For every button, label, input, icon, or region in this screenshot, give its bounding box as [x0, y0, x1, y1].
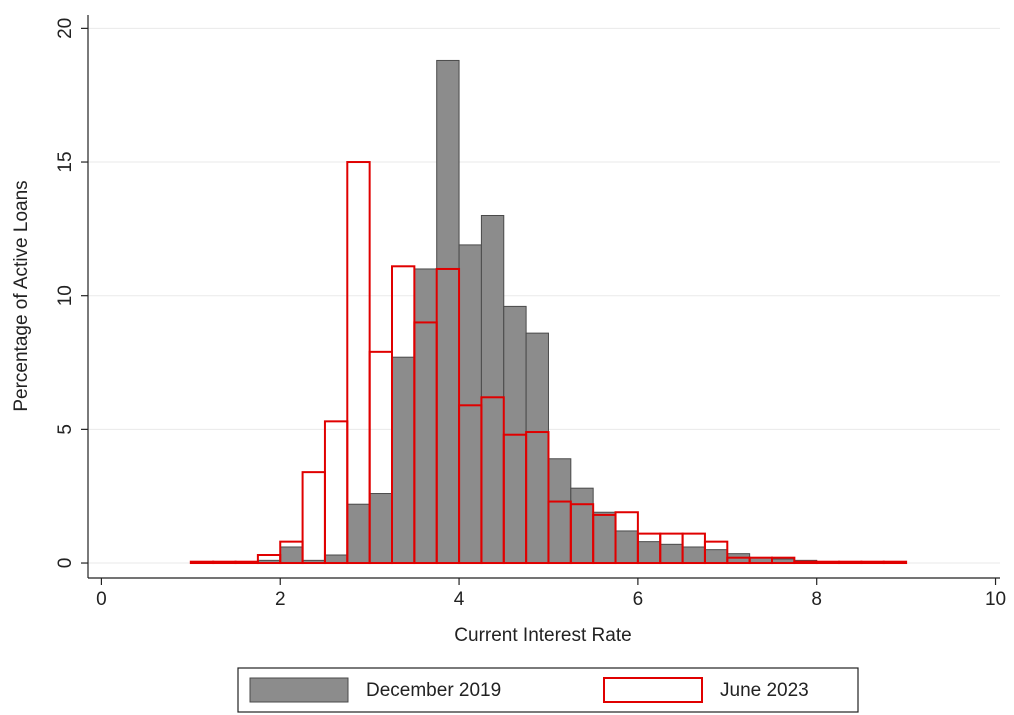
histogram-bar: [547, 458, 572, 564]
histogram-bar: [212, 560, 237, 565]
histogram-bar: [458, 244, 482, 564]
histogram-bar: [234, 560, 259, 565]
histogram-bar: [771, 556, 796, 565]
histogram-bar: [615, 530, 639, 564]
histogram-bar: [525, 332, 549, 564]
y-tick-label: 15: [55, 151, 76, 172]
histogram-bar: [369, 493, 393, 564]
histogram-bar: [413, 268, 438, 564]
legend-label: June 2023: [720, 680, 809, 701]
legend-swatch: [603, 677, 703, 703]
histogram-bar: [189, 560, 215, 565]
histogram-bar: [570, 487, 594, 564]
histogram-bar: [838, 560, 863, 565]
histogram-bar: [637, 541, 661, 564]
histogram-bar: [480, 214, 505, 564]
histogram-bar: [346, 161, 371, 565]
histogram-bar: [682, 546, 706, 564]
histogram-bar: [391, 356, 415, 564]
x-tick-label: 0: [96, 589, 107, 610]
histogram-bar: [704, 549, 728, 564]
y-axis-label: Percentage of Active Loans: [11, 180, 32, 411]
x-tick-label: 2: [275, 589, 286, 610]
histogram-bar: [703, 540, 729, 565]
x-tick-label: 4: [454, 589, 465, 610]
x-axis-label: Current Interest Rate: [454, 625, 631, 646]
histogram-bar: [793, 560, 818, 565]
histogram-bar: [659, 543, 684, 564]
y-tick-label: 20: [55, 18, 76, 39]
histogram-bar: [882, 560, 908, 565]
histogram-bar: [346, 503, 371, 564]
histogram-bar: [525, 431, 550, 565]
histogram-bar: [592, 511, 617, 564]
y-tick-label: 10: [55, 285, 76, 306]
histogram-bar: [279, 546, 304, 564]
x-tick-label: 10: [985, 589, 1006, 610]
histogram-bar: [323, 420, 349, 565]
y-tick-label: 0: [55, 558, 76, 569]
histogram-bar: [301, 471, 326, 565]
legend-label: December 2019: [366, 680, 501, 701]
histogram-bar: [815, 560, 841, 565]
histogram-bar: [860, 560, 885, 565]
histogram-bar: [324, 554, 348, 564]
x-tick-label: 6: [633, 589, 644, 610]
legend-swatch: [249, 677, 349, 703]
y-tick-label: 5: [55, 424, 76, 435]
histogram-bar: [436, 59, 460, 564]
x-tick-label: 8: [811, 589, 822, 610]
